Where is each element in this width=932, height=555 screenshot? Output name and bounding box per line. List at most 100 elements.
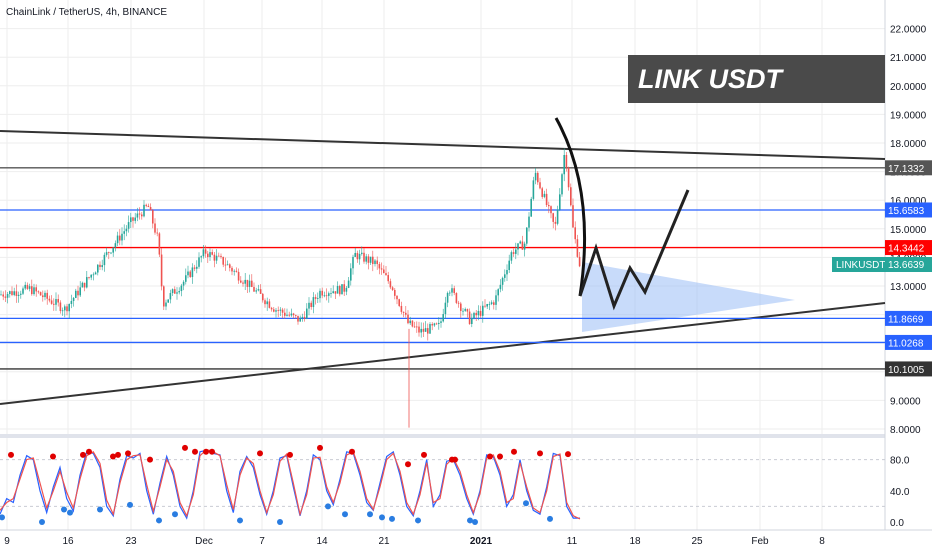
candle-body [391, 287, 394, 290]
candle-body [22, 288, 24, 294]
candle-body [361, 252, 363, 254]
oscillator-overbought-marker [182, 444, 188, 451]
current-price-tag: LINKUSDT 13.6639 [832, 257, 932, 272]
candle-body [259, 289, 262, 294]
candle-body [545, 193, 548, 206]
time-tick-label: 9 [4, 536, 10, 547]
time-tick-label: 11 [567, 536, 578, 547]
oscillator-oversold-marker [342, 511, 348, 518]
price-line-label-bg [885, 361, 932, 377]
candle-body [143, 204, 145, 217]
candle-body [530, 198, 532, 217]
candle-body [297, 315, 299, 322]
candle-body [15, 291, 18, 296]
candle-body [517, 243, 519, 250]
candle-body [429, 324, 431, 334]
candle-body [198, 257, 200, 267]
candle-body [11, 291, 13, 295]
candle-body [2, 294, 4, 297]
oscillator-axis[interactable]: 0.0 40.0 80.0 [890, 456, 910, 529]
candle-body [572, 205, 574, 228]
candle-body [270, 307, 273, 310]
price-tick-label: 19.0000 [890, 110, 927, 121]
time-tick-label: 8 [819, 536, 825, 547]
candle-body [325, 295, 328, 297]
candle-body [508, 260, 510, 270]
stochastic-oscillator [0, 444, 885, 525]
candle-body [350, 268, 352, 281]
candle-body [427, 328, 429, 334]
candle-body [407, 314, 409, 324]
price-tick-label: 22.0000 [890, 25, 927, 36]
triangle-projection-zone[interactable] [582, 262, 795, 332]
candle-body [506, 269, 508, 275]
candle-body [244, 279, 246, 284]
candle-body [202, 249, 205, 257]
candle-body [358, 253, 361, 260]
candle-body [541, 188, 543, 197]
candle-body [191, 267, 194, 277]
candle-body [0, 294, 2, 296]
candle-body [125, 228, 128, 232]
oscillator-overbought-marker [317, 444, 323, 451]
candle-body [442, 314, 444, 322]
oscillator-series-line [0, 448, 581, 520]
candle-body [132, 217, 134, 221]
candle-body [136, 213, 139, 218]
candle-body [394, 289, 396, 296]
candle-body [101, 265, 103, 268]
candle-body [468, 311, 471, 325]
oscillator-overbought-marker [86, 448, 92, 455]
candle-body [167, 299, 169, 303]
candle-body [457, 302, 460, 304]
candle-body [405, 312, 407, 315]
candle-body [400, 305, 403, 312]
candle-body [354, 252, 356, 257]
oscillator-overbought-marker [487, 453, 493, 460]
title-box[interactable] [628, 55, 885, 103]
candle-body [275, 310, 277, 312]
candle-body [306, 308, 308, 319]
time-tick-label: 18 [629, 536, 641, 547]
candle-body [380, 268, 383, 270]
candle-body [281, 309, 284, 313]
candle-body [574, 227, 576, 240]
candle-body [222, 256, 224, 265]
candle-body [554, 221, 557, 224]
time-tick-label: 2021 [470, 536, 493, 547]
candle-body [83, 282, 86, 288]
candle-body [213, 254, 216, 261]
candle-body [268, 301, 271, 308]
arc-drawing[interactable] [554, 117, 587, 297]
candle-body [149, 207, 152, 211]
candle-body [55, 299, 57, 305]
candle-body [28, 286, 31, 289]
candle-body [169, 293, 172, 300]
oscillator-overbought-marker [125, 450, 131, 457]
candle-body [207, 253, 209, 258]
candle-body [477, 310, 480, 316]
candle-body [105, 252, 108, 255]
candle-body [561, 174, 563, 195]
grid [0, 0, 885, 530]
candle-body [94, 272, 97, 275]
ascending-trendline[interactable] [0, 302, 886, 405]
pane-separator[interactable] [0, 434, 885, 438]
projected-zigzag-path[interactable] [578, 189, 690, 311]
candle-body [521, 241, 524, 250]
candle-body [92, 274, 95, 276]
descending-trendline[interactable] [0, 130, 886, 160]
oscillator-oversold-marker [523, 500, 529, 507]
candle-body [134, 217, 136, 221]
candle-body [440, 321, 442, 323]
oscillator-overbought-marker [565, 451, 571, 458]
price-tick-label: 20.0000 [890, 82, 927, 93]
oscillator-oversold-marker [547, 515, 553, 522]
candle-body [347, 280, 350, 288]
oscillator-oversold-marker [237, 517, 243, 524]
time-axis[interactable]: 9 16 23 Dec 7 14 21 2021 11 18 25 Feb 8 [4, 536, 825, 547]
oscillator-overbought-marker [115, 451, 121, 458]
candle-body [31, 286, 33, 295]
